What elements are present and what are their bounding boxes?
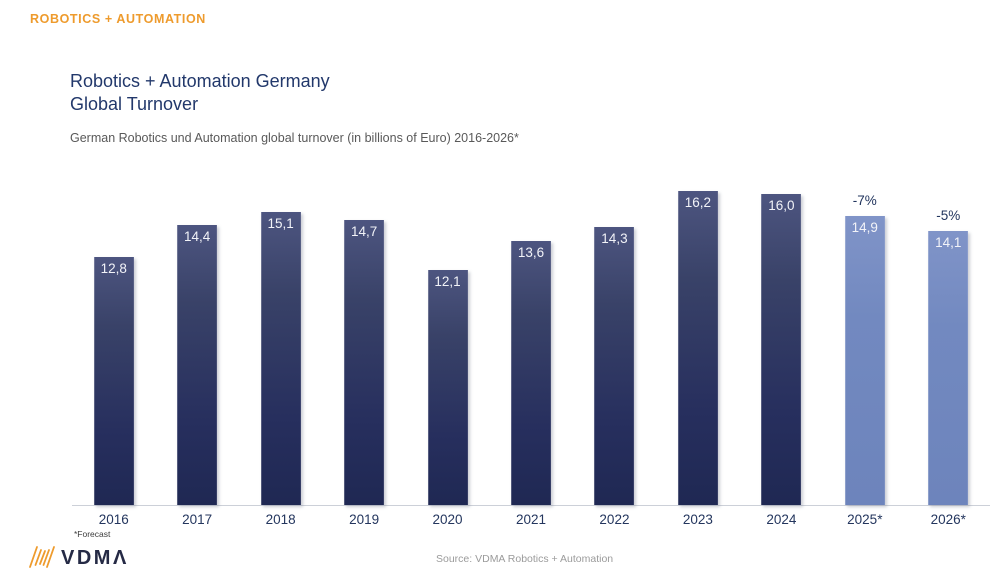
bar-value-label: 14,7 — [350, 224, 378, 239]
source-attribution: Source: VDMA Robotics + Automation — [436, 553, 614, 565]
bar-group: 14,1 -5% — [907, 175, 990, 505]
bar-2019: 14,7 — [344, 220, 385, 505]
page-title: Robotics + Automation Germany Global Tur… — [70, 70, 330, 116]
bar-chart: 12,8 14,4 15,1 14,7 12,1 13,6 14,3 16,2 16,0 14,9… — [72, 175, 990, 527]
bar-2025: 14,9 — [844, 216, 885, 505]
change-annotation: -5% — [936, 208, 961, 223]
x-axis-tick-2020: 2020 — [432, 512, 463, 527]
plot-area: 12,8 14,4 15,1 14,7 12,1 13,6 14,3 16,2 16,0 14,9… — [72, 175, 990, 506]
bar-group: 12,8 — [72, 175, 155, 505]
vdma-logo-icon — [29, 546, 55, 568]
forecast-footnote: *Forecast — [74, 529, 111, 539]
bar-value-label: 16,0 — [768, 198, 795, 213]
bar-2018: 15,1 — [260, 212, 301, 505]
page-title-line2: Global Turnover — [70, 94, 199, 114]
bar-value-label: 14,3 — [601, 231, 628, 246]
x-axis-tick-2017: 2017 — [182, 512, 213, 527]
bar-value-label: 14,1 — [935, 235, 962, 250]
bar-2016: 12,8 — [93, 257, 134, 505]
x-axis-tick-2023: 2023 — [682, 512, 713, 527]
x-axis-tick-2026: 2026* — [930, 512, 966, 527]
bar-value-label: 13,6 — [517, 245, 545, 260]
x-axis-tick-2018: 2018 — [265, 512, 296, 527]
brand-label: ROBOTICS + AUTOMATION — [30, 12, 206, 26]
x-axis-tick-2025: 2025* — [847, 512, 883, 527]
bar-value-label: 16,2 — [684, 195, 712, 210]
page-title-line1: Robotics + Automation Germany — [70, 71, 330, 91]
bar-2021: 13,6 — [510, 241, 551, 505]
change-annotation: -7% — [852, 193, 877, 208]
bar-group: 15,1 — [239, 175, 322, 505]
bar-2017: 14,4 — [177, 225, 218, 505]
bar-value-label: 12,1 — [434, 274, 461, 289]
x-axis-labels: 2016 2017 2018 2019 2020 2021 2022 2023 2024 2025… — [72, 512, 990, 527]
bar-2024: 16,0 — [761, 194, 802, 505]
x-axis-tick-2022: 2022 — [599, 512, 630, 527]
bar-2020: 12,1 — [427, 270, 468, 505]
bar-group: 14,3 — [573, 175, 656, 505]
bar-value-label: 15,1 — [267, 216, 294, 231]
vdma-logo-text: VDMΛ — [61, 546, 129, 569]
chart-subtitle: German Robotics und Automation global tu… — [70, 131, 519, 145]
bar-group: 14,4 — [155, 175, 238, 505]
x-axis-tick-2024: 2024 — [766, 512, 797, 527]
vdma-logo: VDMΛ — [28, 543, 129, 573]
bar-value-label: 14,4 — [184, 229, 211, 244]
bar-group: 16,0 — [740, 175, 823, 505]
bar-value-label: 14,9 — [851, 220, 878, 235]
bar-2023: 16,2 — [677, 191, 718, 505]
bar-2026: 14,1 — [928, 231, 969, 505]
x-axis-tick-2021: 2021 — [515, 512, 547, 527]
bar-group: 14,7 — [322, 175, 405, 505]
bar-group: 13,6 — [489, 175, 572, 505]
bar-group: 14,9 -7% — [823, 175, 906, 505]
bar-value-label: 12,8 — [100, 261, 127, 276]
bar-2022: 14,3 — [594, 227, 635, 505]
x-axis-tick-2016: 2016 — [98, 512, 129, 527]
x-axis-tick-2019: 2019 — [349, 512, 380, 527]
bar-group: 16,2 — [656, 175, 739, 505]
bar-group: 12,1 — [406, 175, 489, 505]
